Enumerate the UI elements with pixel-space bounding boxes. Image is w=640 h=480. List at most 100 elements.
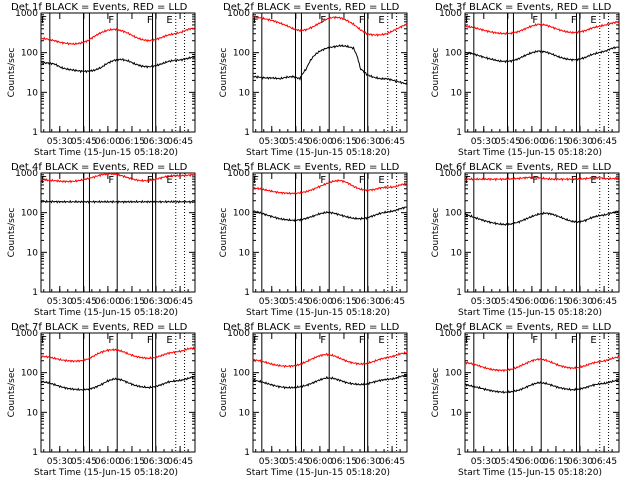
panel-5-frame	[252, 172, 408, 293]
panel-7-frame	[40, 332, 196, 453]
panel-3-frame	[464, 12, 620, 133]
panel-6-frame	[464, 172, 620, 293]
panel-2-ytick-label-3: 1000	[227, 9, 250, 19]
panel-4-xtick-label-3: 06:15	[119, 297, 145, 307]
panel-9-ytick-label-2: 100	[445, 369, 462, 379]
panel-4-events-series	[40, 199, 196, 204]
panel-7-ytick-label-3: 1000	[15, 329, 38, 339]
panel-4-marker-label-3: F	[108, 175, 114, 186]
panel-3-xtick-label-4: 06:30	[567, 137, 593, 147]
panel-7-lld-series	[40, 346, 196, 363]
panel-3-ytick-label-3: 1000	[439, 9, 462, 19]
panel-8-ytick-label-2: 100	[233, 369, 250, 379]
panel-7-events-series	[40, 375, 196, 392]
panel-9-xtick-label-0: 05:30	[471, 457, 497, 467]
panel-1-xtick-label-4: 06:30	[143, 137, 169, 147]
panel-4-xtick-label-2: 06:00	[95, 297, 121, 307]
panel-5-lld-series	[252, 178, 408, 195]
panel-6-xlabel: Start Time (15-Jun-15 05:18:20)	[458, 308, 602, 318]
panel-1-xtick-label-5: 06:45	[167, 137, 193, 147]
panel-2-xtick-label-0: 05:30	[259, 137, 285, 147]
panel-5-marker-label-3: F	[320, 175, 326, 186]
panel-8-title: Det 8f BLACK = Events, RED = LLD	[223, 322, 400, 333]
panel-7-xtick-label-2: 06:00	[95, 457, 121, 467]
panel-5-marker-label-6: E	[378, 175, 384, 186]
panel-6-marker-label-6: E	[590, 175, 596, 186]
panel-6-xtick-label-2: 06:00	[519, 297, 545, 307]
panel-3-ytick-label-2: 100	[445, 49, 462, 59]
panel-3-marker-label-3: F	[532, 15, 538, 26]
panel-1-marker-label-0: F	[41, 15, 47, 26]
panel-5-marker-label-5: F	[359, 175, 365, 186]
panel-7-ytick-label-2: 100	[21, 369, 38, 379]
panel-1-ytick-label-3: 1000	[15, 9, 38, 19]
panel-2-xtick-label-4: 06:30	[355, 137, 381, 147]
panel-3-xtick-label-1: 05:45	[495, 137, 521, 147]
panel-1-marker-label-5: F	[147, 15, 153, 26]
panel-6-events-series	[464, 210, 620, 226]
panel-8-ylabel: Counts/sec	[219, 368, 229, 418]
panel-5-ylabel: Counts/sec	[219, 208, 229, 258]
panel-9-xtick-label-2: 06:00	[519, 457, 545, 467]
panel-5-events-series	[252, 206, 408, 222]
panel-9-marker-label-6: E	[590, 335, 596, 346]
panel-2-marker-label-5: F	[359, 15, 365, 26]
panel-5-ytick-label-3: 1000	[227, 169, 250, 179]
panel-7-xtick-label-5: 06:45	[167, 457, 193, 467]
panel-8-lld-series	[252, 351, 408, 369]
panel-1-xtick-label-1: 05:45	[71, 137, 97, 147]
panel-2-xtick-label-5: 06:45	[379, 137, 405, 147]
panel-7-xtick-label-3: 06:15	[119, 457, 145, 467]
panel-4-marker-label-0: F	[41, 175, 47, 186]
panel-3-xtick-label-5: 06:45	[591, 137, 617, 147]
panel-8-marker-label-5: F	[359, 335, 365, 346]
panel-6-marker-label-0: F	[465, 175, 471, 186]
panel-1-ytick-label-1: 10	[27, 88, 39, 98]
panel-3-ytick-label-0: 1	[456, 128, 462, 138]
panel-1-frame	[40, 12, 196, 133]
panel-8-xtick-label-4: 06:30	[355, 457, 381, 467]
panel-5-xtick-label-4: 06:30	[355, 297, 381, 307]
panel-7-ytick-label-1: 10	[27, 408, 39, 418]
panel-8-marker-label-3: F	[320, 335, 326, 346]
panel-6-marker-label-3: F	[532, 175, 538, 186]
panel-8-ytick-label-3: 1000	[227, 329, 250, 339]
panel-8-marker-label-0: F	[253, 335, 259, 346]
panel-2-frame	[252, 12, 408, 133]
panel-7-xtick-label-0: 05:30	[47, 457, 73, 467]
panel-6-xtick-label-0: 05:30	[471, 297, 497, 307]
panel-2-ylabel: Counts/sec	[219, 48, 229, 98]
panel-8-xtick-label-3: 06:15	[331, 457, 357, 467]
panel-5-xtick-label-2: 06:00	[307, 297, 333, 307]
panel-7-title: Det 7f BLACK = Events, RED = LLD	[11, 322, 188, 333]
panel-6-xtick-label-1: 05:45	[495, 297, 521, 307]
panel-2-ytick-label-0: 1	[244, 128, 250, 138]
panel-4-lld-series	[40, 172, 196, 184]
panel-7-ylabel: Counts/sec	[7, 368, 17, 418]
panel-2-xtick-label-1: 05:45	[283, 137, 309, 147]
panel-7-marker-label-6: E	[166, 335, 172, 346]
panel-4-xlabel: Start Time (15-Jun-15 05:18:20)	[34, 308, 178, 318]
panel-9-xtick-label-4: 06:30	[567, 457, 593, 467]
panel-9-events-series	[464, 378, 620, 394]
panel-2-xtick-label-3: 06:15	[331, 137, 357, 147]
panel-5-ytick-label-1: 10	[239, 248, 251, 258]
panel-3-xtick-label-2: 06:00	[519, 137, 545, 147]
panel-4-xtick-label-5: 06:45	[167, 297, 193, 307]
panel-5-xtick-label-3: 06:15	[331, 297, 357, 307]
panel-4-ytick-label-3: 1000	[15, 169, 38, 179]
panel-2-title: Det 2f BLACK = Events, RED = LLD	[223, 2, 400, 13]
panel-9-lld-series	[464, 355, 620, 373]
panel-4-ytick-label-0: 1	[32, 288, 38, 298]
panel-7-marker-label-0: F	[41, 335, 47, 346]
panel-1-xtick-label-3: 06:15	[119, 137, 145, 147]
panel-2-marker-label-6: E	[378, 15, 384, 26]
panel-2-ytick-label-2: 100	[233, 49, 250, 59]
panel-9-ytick-label-3: 1000	[439, 329, 462, 339]
panel-5-xtick-label-0: 05:30	[259, 297, 285, 307]
panel-5-marker-label-0: F	[253, 175, 259, 186]
panel-1-marker-label-3: F	[108, 15, 114, 26]
panel-7-marker-label-3: F	[108, 335, 114, 346]
panel-9-xtick-label-3: 06:15	[543, 457, 569, 467]
panel-6-ytick-label-3: 1000	[439, 169, 462, 179]
